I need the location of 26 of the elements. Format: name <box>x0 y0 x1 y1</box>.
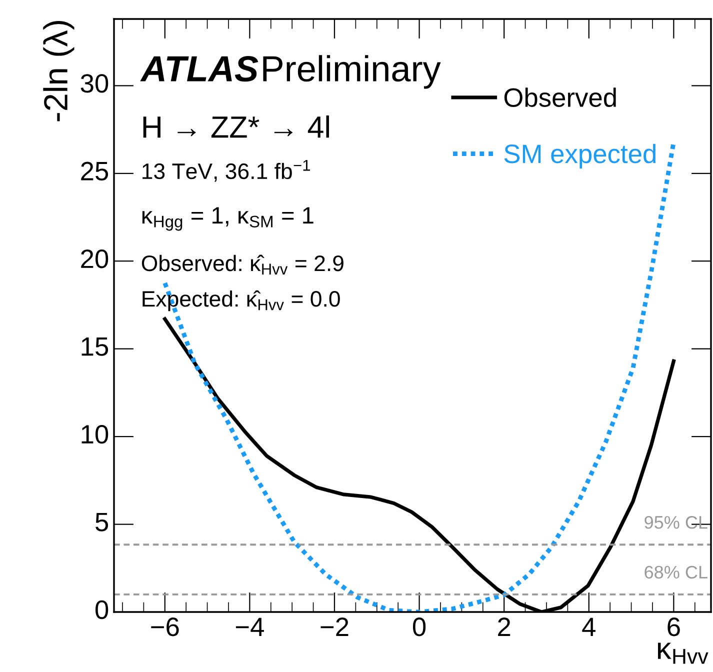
y-tick-label: 15 <box>82 338 108 356</box>
annotation: Preliminary <box>263 55 441 89</box>
y-tick-label: 20 <box>81 250 108 268</box>
y-axis-title: -2ln (λ) <box>43 21 74 122</box>
annotation: κ$_{Hgg}$ = 1, κ$_{SM}$ = 1 <box>142 207 314 231</box>
y-tick-label: 30 <box>80 74 108 93</box>
x-tick-label: 2 <box>498 618 510 636</box>
y-tick-label: 25 <box>81 162 108 180</box>
y-tick-label: 10 <box>82 424 108 444</box>
annotation: Observed: κ̂$_{Hvv}$ = 2.9 <box>142 254 344 274</box>
annotation: ATLAS <box>140 56 258 82</box>
x-tick-label: 0 <box>412 618 426 636</box>
annotation: 13 TeV, 36.1 fb$^{−1}$ <box>142 160 310 182</box>
x-tick-label: −6 <box>151 618 179 636</box>
y-tick-label: 0 <box>95 600 108 620</box>
legend-label: SM expected <box>504 144 656 168</box>
x-tick-label: −2 <box>320 618 348 636</box>
x-tick-label: 6 <box>668 618 680 636</box>
annotation: Expected: κ̂$_{Hvv}$ = 0.0 <box>142 290 340 312</box>
annotation: H → ZZ* → 4l <box>143 115 329 138</box>
ref-line-label: 68% CL <box>644 566 708 579</box>
y-tick-label: 5 <box>96 512 108 532</box>
x-tick-label: −4 <box>236 618 264 636</box>
x-tick-label: 4 <box>582 618 596 636</box>
legend-label: Observed <box>504 88 616 107</box>
x-axis-title: κ$_{Hvv}$ <box>658 642 708 664</box>
